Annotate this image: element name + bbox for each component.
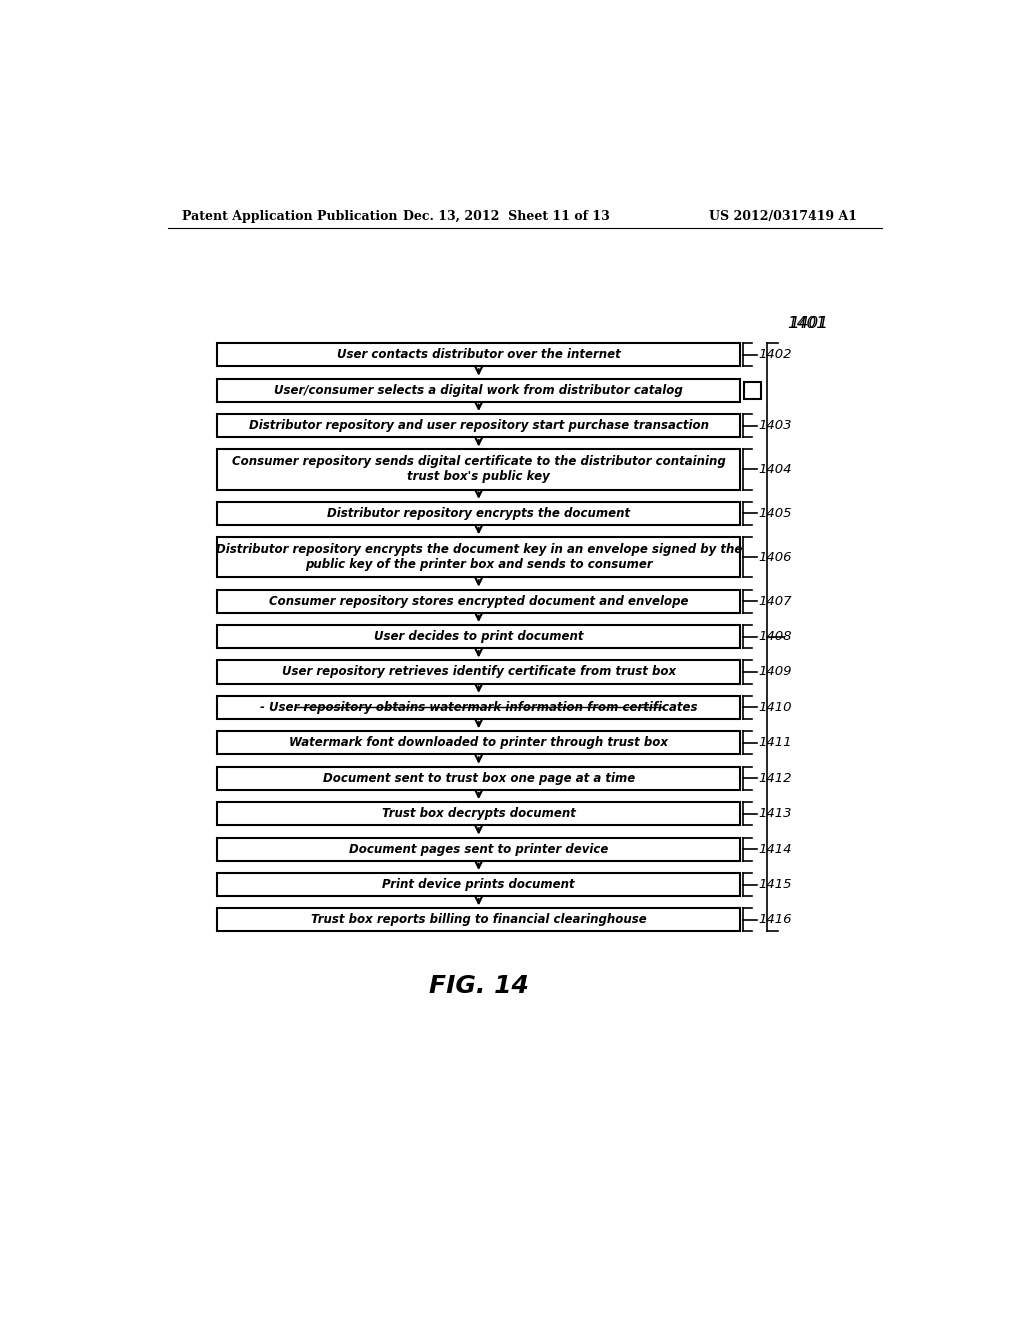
Text: 1408: 1408: [759, 630, 792, 643]
Text: User/consumer selects a digital work from distributor catalog: User/consumer selects a digital work fro…: [274, 384, 683, 397]
Text: 1404: 1404: [759, 463, 792, 477]
Bar: [217, 767, 740, 789]
Bar: [217, 414, 740, 437]
Text: 1401: 1401: [786, 317, 825, 331]
Text: 1401: 1401: [790, 317, 828, 331]
Text: Consumer repository stores encrypted document and envelope: Consumer repository stores encrypted doc…: [269, 594, 688, 607]
Text: Watermark font downloaded to printer through trust box: Watermark font downloaded to printer thr…: [289, 737, 669, 750]
Text: 1410: 1410: [759, 701, 792, 714]
Text: 1407: 1407: [759, 594, 792, 607]
Bar: [217, 379, 740, 401]
Text: 1406: 1406: [759, 550, 792, 564]
Text: 1413: 1413: [759, 807, 792, 820]
Bar: [217, 731, 740, 755]
Text: US 2012/0317419 A1: US 2012/0317419 A1: [710, 210, 857, 223]
Text: Trust box decrypts document: Trust box decrypts document: [382, 807, 575, 820]
Bar: [217, 590, 740, 612]
Text: Patent Application Publication: Patent Application Publication: [182, 210, 397, 223]
Text: 1412: 1412: [759, 772, 792, 785]
Text: 1411: 1411: [759, 737, 792, 750]
Text: FIG. 14: FIG. 14: [429, 974, 528, 998]
Text: 1415: 1415: [759, 878, 792, 891]
Bar: [217, 449, 740, 490]
Text: 1405: 1405: [759, 507, 792, 520]
Bar: [217, 696, 740, 719]
Bar: [217, 660, 740, 684]
Text: 1416: 1416: [759, 913, 792, 927]
Bar: [217, 626, 740, 648]
Bar: [217, 837, 740, 861]
Bar: [744, 381, 761, 399]
Text: Distributor repository encrypts the document: Distributor repository encrypts the docu…: [327, 507, 630, 520]
Text: Dec. 13, 2012  Sheet 11 of 13: Dec. 13, 2012 Sheet 11 of 13: [403, 210, 610, 223]
Text: 1402: 1402: [759, 348, 792, 362]
Text: User decides to print document: User decides to print document: [374, 630, 584, 643]
Text: User repository retrieves identify certificate from trust box: User repository retrieves identify certi…: [282, 665, 676, 678]
Bar: [217, 343, 740, 367]
Bar: [217, 537, 740, 577]
Text: Consumer repository sends digital certificate to the distributor containing
trus: Consumer repository sends digital certif…: [231, 455, 726, 483]
Text: Document pages sent to printer device: Document pages sent to printer device: [349, 842, 608, 855]
Text: Print device prints document: Print device prints document: [382, 878, 575, 891]
Bar: [217, 803, 740, 825]
Text: 1403: 1403: [759, 418, 792, 432]
Text: 1414: 1414: [759, 842, 792, 855]
Text: User contacts distributor over the internet: User contacts distributor over the inter…: [337, 348, 621, 362]
Text: 1409: 1409: [759, 665, 792, 678]
Text: Distributor repository encrypts the document key in an envelope signed by the
pu: Distributor repository encrypts the docu…: [215, 544, 741, 572]
Text: Document sent to trust box one page at a time: Document sent to trust box one page at a…: [323, 772, 635, 785]
Bar: [217, 908, 740, 932]
Text: Distributor repository and user repository start purchase transaction: Distributor repository and user reposito…: [249, 418, 709, 432]
Bar: [217, 873, 740, 896]
Text: - User repository obtains watermark information from certificates: - User repository obtains watermark info…: [260, 701, 697, 714]
Text: Trust box reports billing to financial clearinghouse: Trust box reports billing to financial c…: [311, 913, 646, 927]
Bar: [217, 502, 740, 525]
